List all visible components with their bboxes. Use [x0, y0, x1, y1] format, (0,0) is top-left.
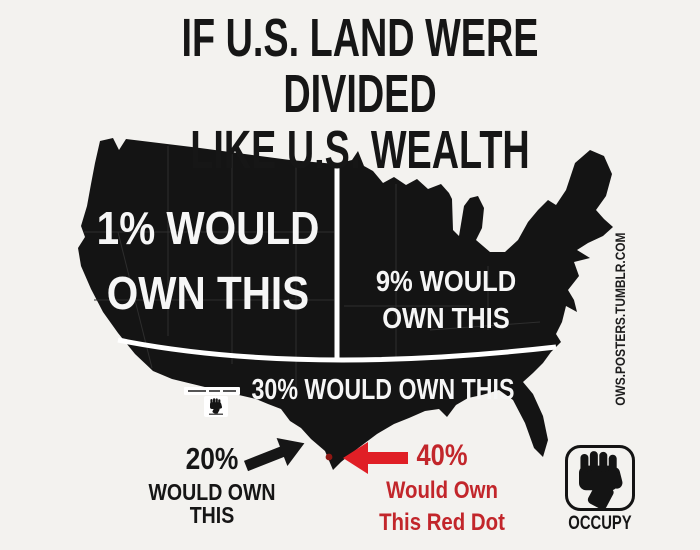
region-label-20-percent-line2: WOULD OWN THIS	[148, 479, 276, 528]
occupy-fist-icon	[579, 451, 624, 512]
region-divider-vertical	[334, 164, 340, 359]
occupy-caption: OCCUPY	[568, 513, 632, 534]
poster-title: IF U.S. LAND WERE DIVIDED LIKE U.S. WEAL…	[115, 8, 605, 181]
region-label-40-percent-line3: This Red Dot	[379, 509, 505, 536]
region-label-20-percent: 20% WOULD OWN THIS	[127, 443, 297, 527]
red-arrow	[343, 442, 408, 474]
red-dot	[325, 453, 333, 461]
fine-print-credit	[184, 387, 240, 417]
region-label-40-percent-line2: Would Own	[386, 477, 498, 504]
region-label-9-percent-line2: OWN THIS	[382, 302, 510, 335]
region-label-40-percent: 40% Would Own This Red Dot	[357, 441, 527, 535]
region-label-9-percent-line1: 9% WOULD	[375, 266, 517, 298]
tumblr-watermark: OWS.POSTERS.TUMBLR.COM	[612, 232, 628, 406]
region-label-1-percent-line1: 1% WOULD	[96, 202, 320, 254]
state-border-lines	[84, 146, 541, 392]
region-label-9-percent: 9% WOULD OWN THIS	[358, 264, 534, 338]
poster-title-line1: IF U.S. LAND WERE DIVIDED	[181, 8, 539, 125]
region-label-40-percent-line1: 40%	[416, 439, 468, 472]
poster-title-line2: LIKE U.S. WEALTH	[190, 120, 530, 181]
region-divider-horizontal	[117, 337, 557, 363]
region-label-1-percent: 1% WOULD OWN THIS	[76, 196, 340, 327]
region-label-1-percent-line2: OWN THIS	[106, 267, 310, 320]
region-label-20-percent-line1: 20%	[185, 441, 239, 476]
black-arrow	[243, 438, 305, 472]
region-label-30-percent: 30% WOULD OWN THIS	[223, 374, 543, 407]
occupy-logo-box	[565, 445, 635, 512]
region-label-30-percent-line1: 30% WOULD OWN THIS	[251, 374, 515, 406]
